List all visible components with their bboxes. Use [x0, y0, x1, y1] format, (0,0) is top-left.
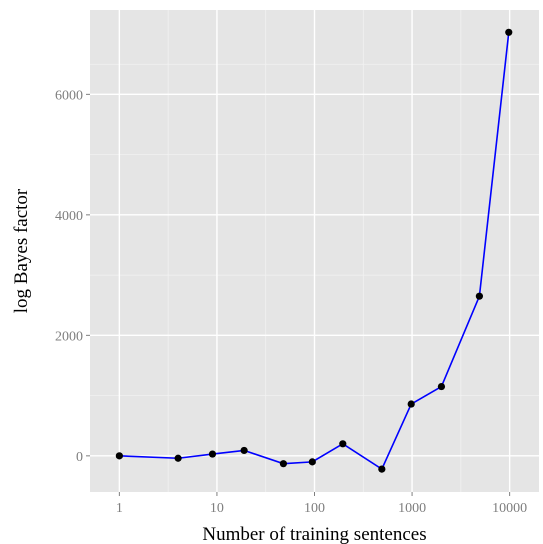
x-tick-label: 100 — [304, 501, 325, 516]
data-point — [174, 454, 182, 462]
y-axis: 0 2000 4000 6000 — [55, 88, 90, 465]
y-tick-label: 0 — [76, 450, 83, 465]
data-point — [308, 458, 316, 466]
x-axis: 1 10 100 1000 10000 — [116, 492, 527, 516]
y-axis-title: log Bayes factor — [11, 188, 32, 313]
series-layer — [115, 28, 513, 473]
series-line — [119, 32, 510, 471]
data-point — [475, 292, 484, 300]
x-tick-label: 1 — [116, 501, 123, 516]
data-point — [378, 465, 386, 473]
y-tick-label: 2000 — [55, 329, 83, 344]
data-point — [279, 460, 288, 468]
x-tick-label: 10000 — [492, 501, 527, 516]
grid-major — [90, 10, 539, 492]
data-point — [505, 28, 513, 36]
x-axis-title: Number of training sentences — [202, 524, 426, 544]
x-tick-label: 10 — [210, 501, 224, 516]
x-tick-label: 1000 — [398, 501, 426, 516]
data-point — [407, 400, 415, 408]
data-point — [208, 450, 217, 458]
data-point — [339, 440, 347, 448]
y-tick-label: 4000 — [55, 209, 83, 224]
y-tick-label: 6000 — [55, 88, 83, 103]
data-point — [437, 382, 446, 391]
data-point — [240, 446, 248, 455]
data-point — [115, 452, 123, 460]
